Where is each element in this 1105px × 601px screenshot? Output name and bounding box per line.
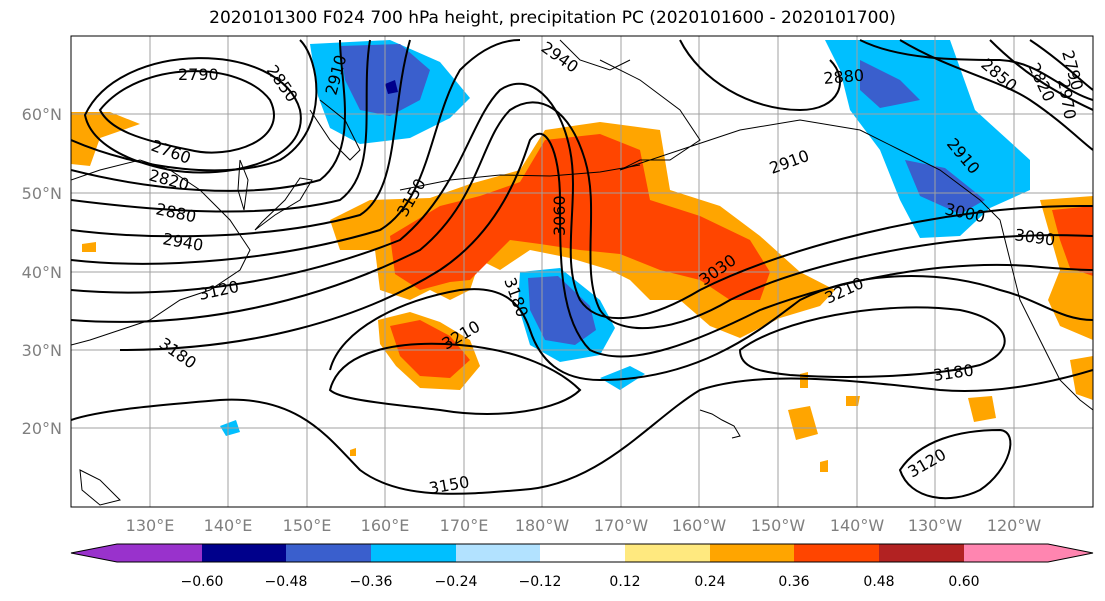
shade-pos-south-core [390, 320, 470, 378]
lat-tick-label: 30°N [22, 341, 62, 360]
colorbar-tick-label: 0.48 [863, 574, 894, 590]
shade-neg-alaska-core [860, 60, 920, 108]
colorbar-bin [625, 544, 710, 562]
colorbar-bin [879, 544, 964, 562]
lon-tick-label: 160°W [672, 516, 727, 535]
colorbar-bin [371, 544, 456, 562]
shade-pos-blob7 [82, 242, 96, 252]
colorbar-bin [117, 544, 202, 562]
shade-pos-blob2 [968, 396, 996, 422]
lon-tick-label: 150°W [751, 516, 806, 535]
contour-label: 3060 [550, 195, 569, 236]
colorbar-bin [202, 544, 286, 562]
lon-tick-label: 180°W [515, 516, 570, 535]
lon-tick-label: 170°E [440, 516, 489, 535]
lat-tick-label: 40°N [22, 263, 62, 282]
shade-neg-coast-core [905, 160, 985, 214]
shade-pos-blob6 [350, 448, 356, 456]
figure-title: 2020101300 F024 700 hPa height, precipit… [209, 8, 896, 28]
colorbar-tick-label: −0.12 [519, 574, 562, 590]
coast-alaska [599, 59, 1093, 411]
lon-tick-label: 160°E [361, 516, 410, 535]
shade-pos-main-core [390, 134, 770, 300]
colorbar: −0.60 −0.48 −0.36 −0.24 −0.12 0.12 0.24 … [70, 543, 1094, 590]
lon-tick-label: 130°W [908, 516, 963, 535]
lon-tick-label: 120°W [987, 516, 1042, 535]
contour-label: 2790 [178, 65, 219, 84]
lon-tick-label: 140°E [204, 516, 253, 535]
shade-pos-blob4 [800, 372, 808, 388]
shade-neg-small1 [600, 366, 645, 390]
coastlines [71, 39, 1093, 506]
colorbar-tick-label: −0.48 [265, 574, 308, 590]
colorbar-tick-label: −0.24 [435, 574, 478, 590]
colorbar-tick-label: 0.36 [778, 574, 809, 590]
colorbar-under-extend [71, 544, 117, 562]
lon-axis: 130°E 140°E 150°E 160°E 170°E 180°W 170°… [126, 516, 1042, 535]
colorbar-tick-label: 0.24 [694, 574, 725, 590]
coast-hawaii [699, 409, 741, 439]
lat-tick-label: 20°N [22, 419, 62, 438]
colorbar-bin [710, 544, 794, 562]
lat-tick-label: 50°N [22, 184, 62, 203]
coast-kamchatka [309, 99, 361, 161]
colorbar-tick-label: −0.36 [350, 574, 393, 590]
colorbar-bin [456, 544, 540, 562]
graticule [71, 36, 1093, 507]
coast-sakhalin [237, 159, 249, 211]
height-contours [71, 39, 1093, 500]
coast-aleutians [399, 164, 641, 191]
lon-tick-label: 140°W [830, 516, 885, 535]
coast-asia [71, 159, 251, 346]
lat-tick-label: 60°N [22, 105, 62, 124]
colorbar-bin [964, 544, 1048, 562]
coast-japan [254, 177, 313, 231]
colorbar-outline [70, 543, 1094, 563]
colorbar-tick-label: 0.12 [609, 574, 640, 590]
coast-sw-islands [79, 469, 121, 506]
contour-label: 2880 [823, 66, 865, 88]
shade-pos-east-core [1052, 206, 1093, 276]
shade-pos-blob1 [788, 406, 818, 440]
shade-pos-east-low [1070, 356, 1093, 400]
map-frame [70, 35, 1094, 508]
lon-tick-label: 130°E [126, 516, 175, 535]
coast-bering [559, 39, 631, 71]
colorbar-tick-label: 0.60 [948, 574, 979, 590]
colorbar-bin [286, 544, 371, 562]
colorbar-bin [794, 544, 879, 562]
lon-tick-label: 150°E [283, 516, 332, 535]
shade-pos-blob3 [846, 396, 860, 406]
shade-pos-blob5 [820, 460, 828, 472]
colorbar-over-extend [1048, 544, 1093, 562]
colorbar-bin [540, 544, 625, 562]
shade-neg-central-core [528, 276, 596, 345]
map-panel: 2790 2850 2910 2940 2760 2820 2880 2940 … [71, 36, 1093, 507]
lat-axis: 60°N 50°N 40°N 30°N 20°N [22, 105, 62, 438]
colorbar-tick-label: −0.60 [181, 574, 224, 590]
lon-tick-label: 170°W [594, 516, 649, 535]
shade-neg-kamchatka-dark [385, 80, 398, 94]
